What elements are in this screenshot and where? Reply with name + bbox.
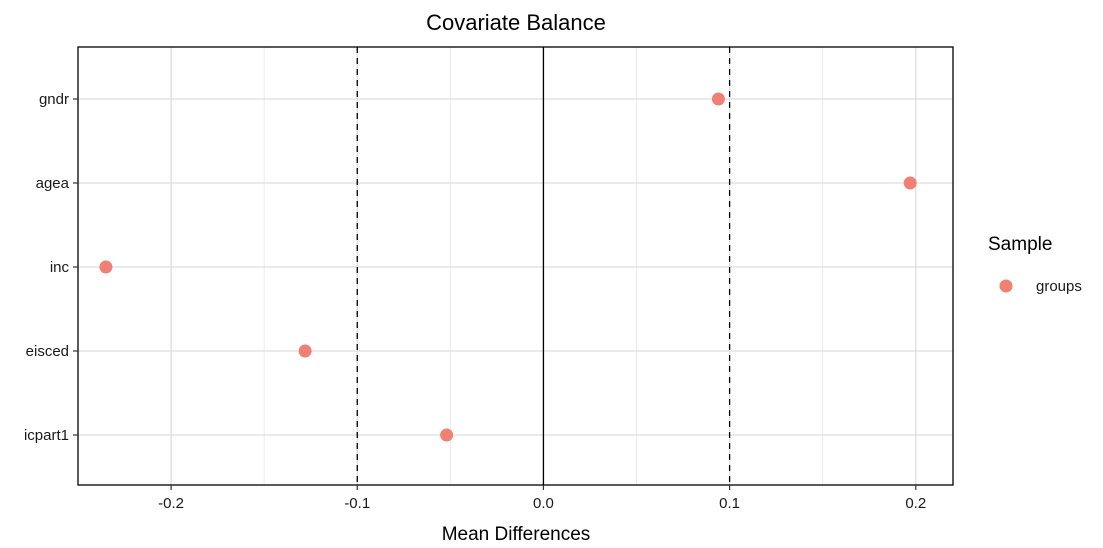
- y-tick-label: agea: [36, 175, 70, 192]
- y-tick-label: icpart1: [24, 427, 69, 444]
- legend-title: Sample: [988, 234, 1052, 255]
- legend-label-groups: groups: [1036, 278, 1082, 295]
- data-point-agea: [903, 176, 917, 190]
- x-tick-label: 0.2: [905, 495, 926, 512]
- data-point-inc: [99, 260, 113, 274]
- y-tick-label: gndr: [39, 91, 69, 108]
- chart-title: Covariate Balance: [426, 10, 606, 35]
- data-points: [99, 92, 917, 442]
- plot-panel-border: [77, 46, 954, 486]
- x-axis-title: Mean Differences: [442, 524, 591, 545]
- x-tick-label: 0.1: [719, 495, 740, 512]
- x-tick-label: -0.1: [344, 495, 370, 512]
- data-point-gndr: [711, 92, 725, 106]
- y-axis: gndr agea inc eisced icpart1: [24, 91, 78, 444]
- data-point-icpart1: [440, 428, 454, 442]
- data-point-eisced: [298, 344, 312, 358]
- legend: Sample groups: [988, 234, 1082, 295]
- y-tick-label: inc: [50, 259, 70, 276]
- x-axis: -0.2 -0.1 0.0 0.1 0.2: [158, 485, 926, 512]
- grid-lines: [77, 47, 953, 485]
- legend-key-groups: [999, 279, 1013, 293]
- reference-lines: [356, 47, 731, 485]
- x-tick-label: 0.0: [533, 495, 554, 512]
- y-tick-label: eisced: [26, 343, 69, 360]
- x-tick-label: -0.2: [158, 495, 184, 512]
